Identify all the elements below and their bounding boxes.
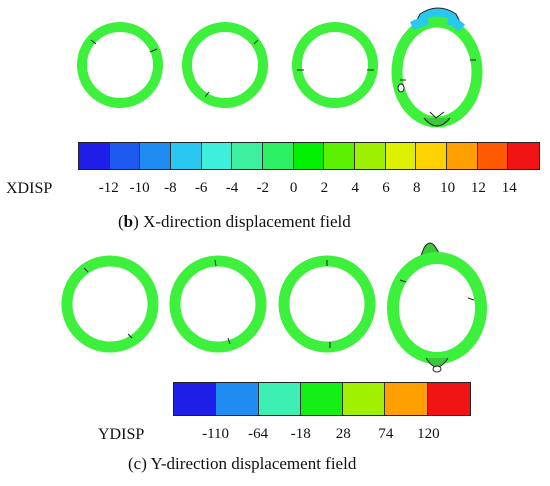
ydisp-swatch: [216, 383, 259, 415]
xdisp-swatch: [477, 143, 509, 169]
xdisp-tick-label: 4: [351, 180, 359, 196]
xdisp-swatch: [508, 143, 539, 169]
caption-b-text: X-direction displacement field: [143, 212, 351, 231]
xdisp-tick-label: -4: [225, 180, 239, 196]
xdisp-tick-label: -10: [129, 180, 150, 196]
ring-c4-deformed: [387, 242, 487, 373]
ydisp-tick-label: -110: [202, 426, 230, 442]
panel-b-rings: [77, 7, 483, 128]
ring-b2: [182, 22, 268, 108]
xdisp-tick-label: -12: [98, 180, 119, 196]
xdisp-swatch: [385, 143, 417, 169]
panel-b: XDISP -12 -10 -8 -6 -4 -2 0 2 4 6 8 10 12 14 (b) X-di…: [6, 7, 540, 231]
ydisp-swatch: [343, 383, 386, 415]
xdisp-swatch: [262, 143, 294, 169]
xdisp-swatch: [109, 143, 141, 169]
caption-c-text: Y-direction displacement field: [150, 454, 357, 473]
xdisp-legend-label: XDISP: [6, 180, 53, 197]
xdisp-swatch: [79, 143, 110, 169]
xdisp-swatch: [201, 143, 233, 169]
xdisp-swatch: [416, 143, 447, 169]
ydisp-tick-label: 120: [417, 426, 440, 442]
ydisp-swatch: [258, 383, 301, 415]
ydisp-tick-label: -64: [248, 426, 269, 442]
ydisp-tick-label: 74: [378, 426, 394, 442]
caption-b: (b) X-direction displacement field: [118, 212, 351, 231]
ydisp-tick-label: 28: [335, 426, 351, 442]
ring-b1: [77, 22, 163, 108]
ydisp-swatch: [427, 383, 470, 415]
xdisp-tick-label: 8: [413, 180, 421, 196]
xdisp-swatch: [140, 143, 171, 169]
ydisp-swatch: [300, 383, 344, 415]
xdisp-swatch: [324, 143, 355, 169]
xdisp-tick-label: -6: [194, 180, 208, 196]
ring-c2: [169, 255, 267, 353]
xdisp-tick-label: 14: [501, 180, 517, 196]
ring-c3: [278, 255, 376, 353]
xdisp-tick-label: 6: [382, 180, 390, 196]
ydisp-swatch: [174, 383, 217, 415]
ydisp-tick-label: -18: [290, 426, 311, 442]
ring-b3: [292, 22, 378, 108]
xdisp-tick-label: 12: [470, 180, 486, 196]
ring-b4-deformed: [391, 7, 483, 128]
xdisp-swatch: [170, 143, 202, 169]
ydisp-colorbar: [173, 382, 471, 416]
xdisp-swatch: [354, 143, 386, 169]
caption-b-letter: b: [123, 212, 134, 231]
panel-c: YDISP -110 -64 -18 28 74 120 (c) Y-direction …: [0, 240, 550, 486]
panel-c-rings: [61, 242, 487, 373]
xdisp-tick-label: 0: [289, 180, 298, 196]
ring-c1: [61, 255, 159, 353]
ydisp-legend-label: YDISP: [98, 426, 145, 443]
xdisp-tick-label: 10: [440, 180, 456, 196]
xdisp-swatch: [293, 143, 325, 169]
caption-c-letter: c: [133, 454, 142, 473]
xdisp-swatch: [232, 143, 263, 169]
ydisp-swatch: [385, 383, 428, 415]
xdisp-tick-label: -8: [164, 180, 177, 196]
xdisp-colorbar: [78, 142, 540, 170]
caption-c: (c) Y-direction displacement field: [128, 454, 357, 473]
xdisp-tick-label: -2: [256, 180, 270, 196]
xdisp-swatch: [446, 143, 478, 169]
xdisp-tick-label: 2: [320, 180, 329, 196]
